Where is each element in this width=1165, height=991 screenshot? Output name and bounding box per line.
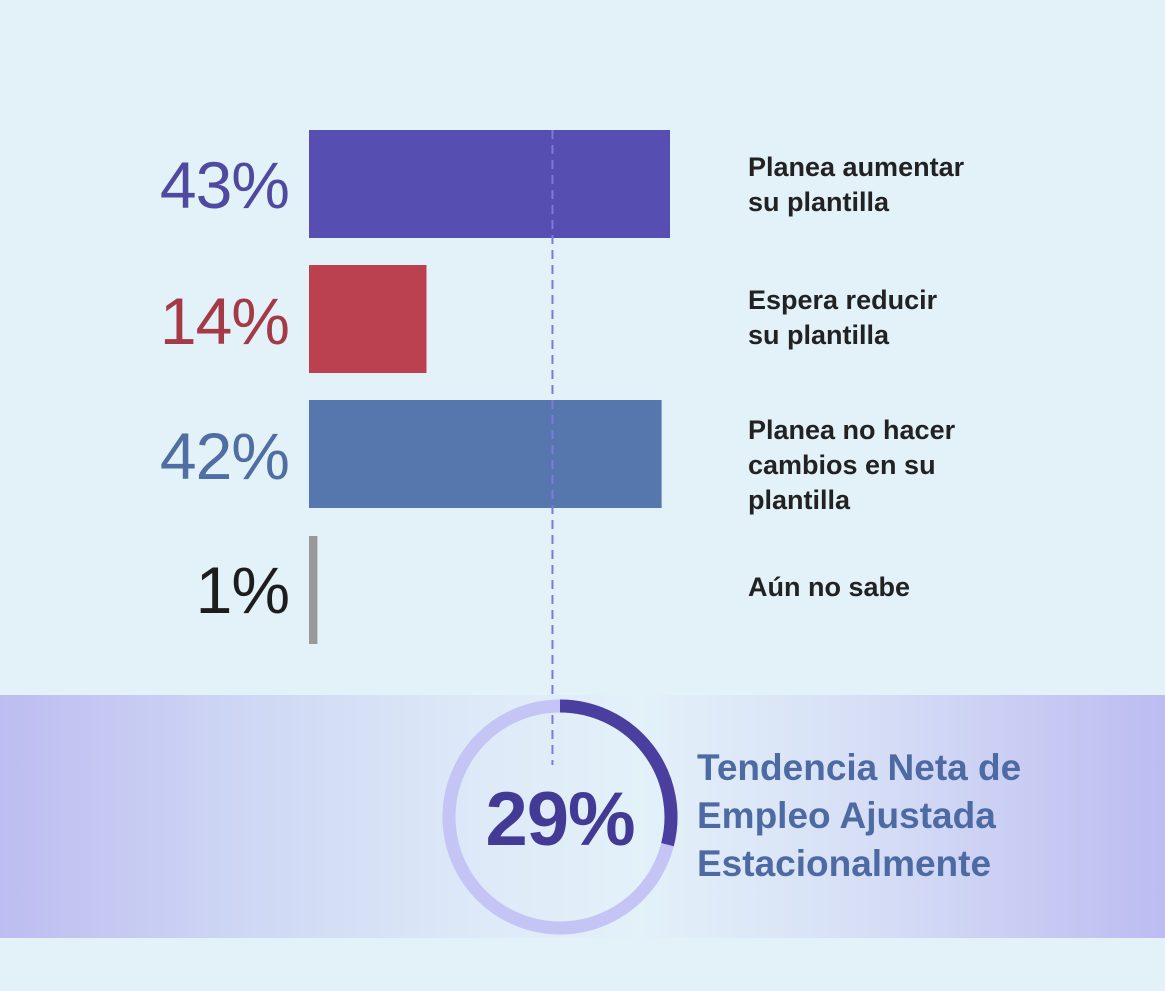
- category-label-line: Espera reducir: [748, 285, 938, 315]
- value-label-decrease: 14%: [159, 284, 290, 358]
- category-label-line: su plantilla: [748, 320, 890, 350]
- category-label-line: cambios en su: [748, 450, 936, 480]
- gauge-title-line: Empleo Ajustada: [697, 795, 996, 836]
- category-label-line: su plantilla: [748, 187, 890, 217]
- value-label-unknown: 1%: [195, 553, 290, 627]
- bar-decrease: [309, 265, 427, 373]
- category-label-line: plantilla: [748, 485, 851, 515]
- bar-no-change: [309, 400, 662, 508]
- summary-band: [0, 695, 1165, 938]
- bar-unknown: [309, 536, 318, 644]
- gauge-arc: [559, 699, 678, 847]
- category-label-decrease: Espera reducir su plantilla: [748, 283, 1008, 353]
- category-label-line: Planea no hacer: [748, 415, 956, 445]
- gauge-title-line: Estacionalmente: [697, 843, 992, 884]
- category-label-line: Planea aumentar: [748, 152, 965, 182]
- category-label-no-change: Planea no hacer cambios en su plantilla: [748, 413, 1008, 518]
- category-label-increase: Planea aumentar su plantilla: [748, 150, 1008, 220]
- bar-increase: [309, 130, 670, 238]
- gauge-title-line: Tendencia Neta de: [697, 747, 1022, 788]
- bars-layer: [309, 130, 670, 644]
- gauge-title: Tendencia Neta de Empleo Ajustada Estaci…: [697, 744, 1117, 888]
- category-label-line: Aún no sabe: [748, 572, 911, 602]
- value-label-no-change: 42%: [159, 419, 290, 493]
- gauge-value: 29%: [485, 777, 635, 862]
- category-label-unknown: Aún no sabe: [748, 570, 1008, 605]
- value-label-increase: 43%: [159, 148, 290, 222]
